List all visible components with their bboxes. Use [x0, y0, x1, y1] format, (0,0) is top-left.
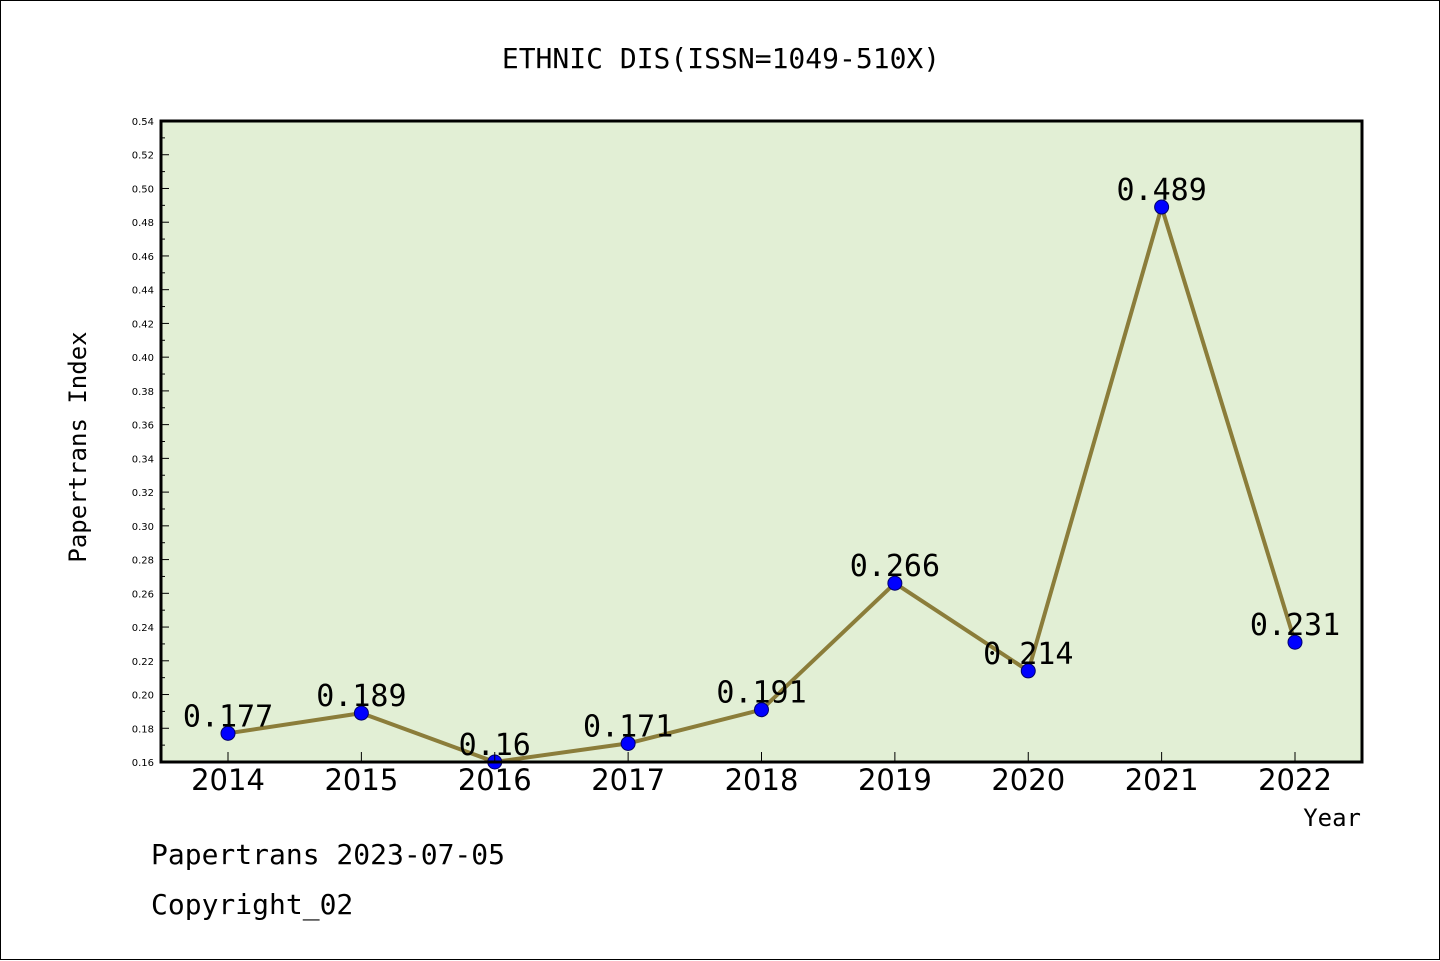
data-label: 0.177: [183, 699, 273, 734]
y-axis-label: Papertrans Index: [64, 331, 92, 562]
y-tick-label: 0.44: [132, 286, 154, 297]
footer-date: Papertrans 2023-07-05: [151, 838, 505, 871]
data-point-marker: [220, 725, 236, 741]
x-tick-label: 2021: [1125, 763, 1199, 797]
y-tick-label: 0.48: [132, 218, 154, 229]
x-axis-label: Year: [1303, 804, 1361, 832]
y-tick-label: 0.28: [132, 556, 154, 567]
chart-title: ETHNIC DIS(ISSN=1049-510X): [502, 42, 940, 75]
y-tick-label: 0.24: [132, 623, 154, 634]
y-tick-label: 0.38: [132, 387, 154, 398]
y-tick-label: 0.20: [132, 691, 154, 702]
y-tick-label: 0.32: [132, 488, 154, 499]
data-label: 0.171: [583, 709, 673, 744]
y-tick-label: 0.34: [132, 454, 154, 465]
data-point-marker: [353, 705, 369, 721]
x-tick-label: 2020: [991, 763, 1065, 797]
y-tick-label: 0.46: [132, 252, 154, 263]
plot-border: [159, 119, 1364, 764]
data-label: 0.214: [983, 637, 1073, 672]
footer-copyright: Copyright_02: [151, 888, 353, 922]
x-tick-label: 2016: [458, 763, 532, 797]
data-label: 0.489: [1116, 173, 1206, 208]
y-tick-label: 0.52: [132, 151, 154, 162]
y-tick-label: 0.36: [132, 421, 154, 432]
data-labels: 0.1770.1890.160.1710.1910.2660.2140.4890…: [183, 173, 1340, 763]
y-tick-label: 0.54: [132, 117, 154, 128]
y-tick-label: 0.40: [132, 353, 154, 364]
data-point-marker: [1154, 199, 1170, 215]
data-label: 0.191: [716, 676, 806, 711]
x-tick-label: 2022: [1258, 763, 1332, 797]
y-tick-label: 0.42: [132, 319, 154, 330]
y-tick-label: 0.22: [132, 657, 154, 668]
y-tick-label: 0.50: [132, 184, 154, 195]
y-tick-label: 0.30: [132, 522, 154, 533]
x-tick-label: 2014: [191, 763, 265, 797]
data-label: 0.189: [316, 679, 406, 714]
y-tick-label: 0.26: [132, 589, 154, 600]
y-tick-label: 0.16: [132, 758, 154, 769]
x-axis-ticks: 2014 2015 2016 2017 2018 2019 2020 2021 2022: [191, 752, 1332, 797]
data-label: 0.231: [1250, 608, 1340, 643]
data-point-marker: [1287, 634, 1303, 650]
plot-area: [161, 121, 1362, 762]
x-tick-label: 2017: [591, 763, 665, 797]
x-tick-label: 2019: [858, 763, 932, 797]
data-point-marker: [754, 702, 769, 718]
y-tick-label: 0.18: [132, 724, 154, 735]
data-label: 0.266: [850, 549, 940, 584]
x-tick-label: 2018: [725, 763, 799, 797]
x-tick-label: 2015: [324, 763, 398, 797]
data-point-marker: [1020, 663, 1036, 679]
data-point-marker: [620, 735, 636, 751]
data-point-marker: [887, 575, 903, 591]
series-markers: [220, 199, 1303, 770]
y-axis-ticks: 0.16 0.18 0.20 0.22 0.24 0.26 0.28 0.30 0.32 0.34…: [132, 117, 169, 769]
